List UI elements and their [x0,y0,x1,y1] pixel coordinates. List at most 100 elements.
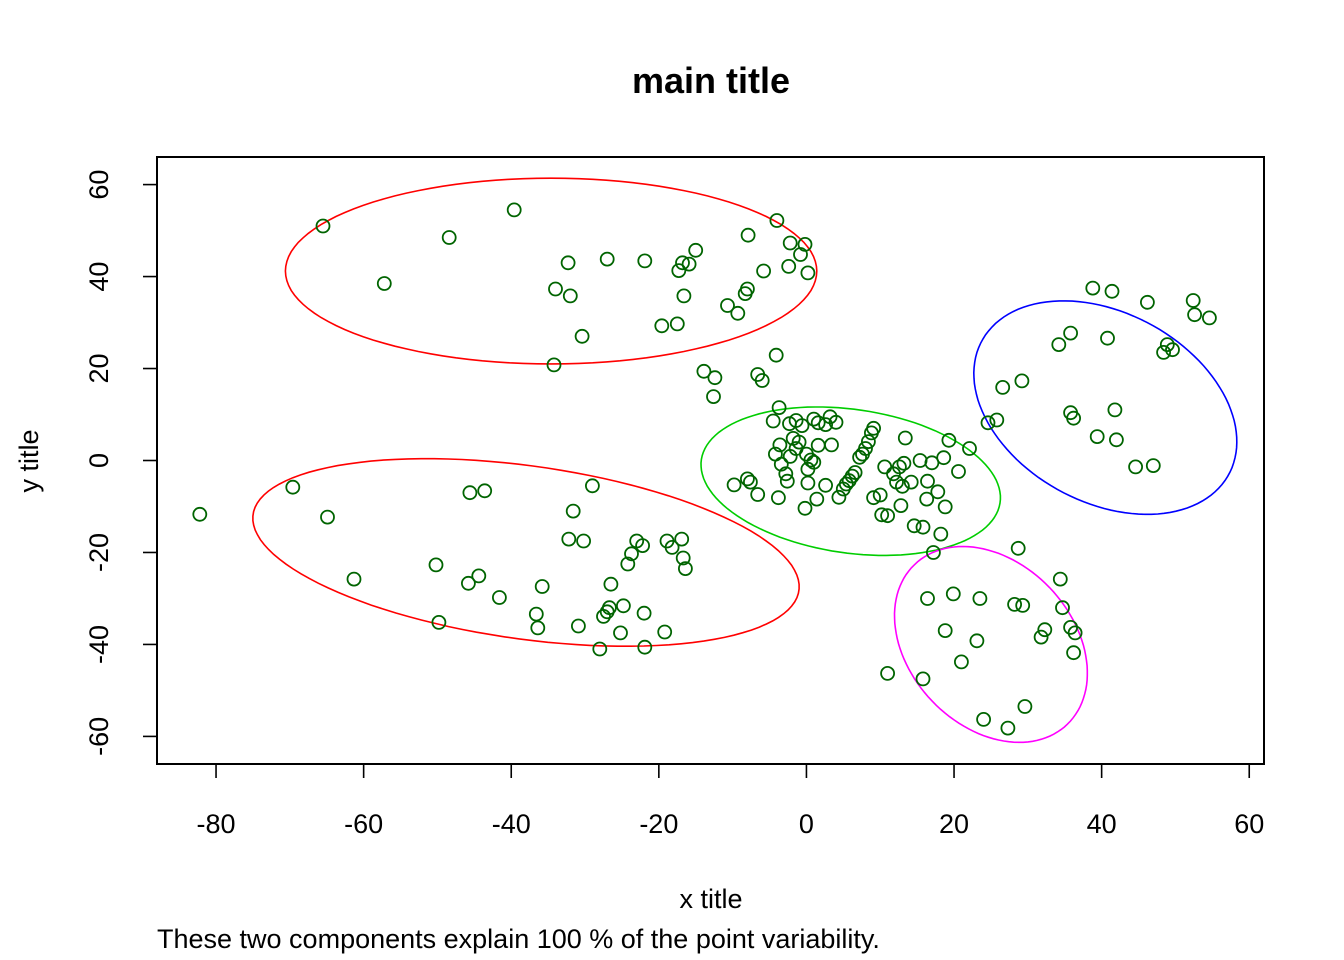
data-point [797,236,813,252]
y-axis-title: y title [14,429,44,492]
data-point [866,420,881,436]
data-point [431,615,447,630]
data-point [285,479,301,495]
data-point [546,357,562,373]
data-point [769,213,785,228]
data-point [866,490,881,506]
data-point [1185,293,1201,308]
data-point [1014,373,1030,389]
data-point [896,455,912,471]
x-tick-label: 60 [1234,809,1264,839]
data-point [893,498,909,514]
data-point [906,518,922,534]
data-point [1156,344,1171,360]
data-point [930,484,946,500]
data-point [726,477,742,493]
data-point [772,437,788,453]
data-point [1055,600,1070,616]
data-point [874,507,890,523]
data-point [1140,294,1155,310]
data-point [791,434,807,450]
data-point [831,489,847,505]
data-point [1066,410,1081,426]
data-point [740,471,755,487]
data-point [678,561,693,576]
data-point [740,227,756,243]
y-tick-label: 0 [84,453,114,468]
data-point [548,281,563,297]
data-point [376,276,392,291]
data-point [915,671,931,687]
data-point [460,575,476,591]
data-point [676,288,692,304]
data-point [797,500,813,516]
data-point [561,531,577,547]
data-point [707,370,723,386]
data-point [462,485,478,501]
data-point [1085,280,1101,296]
data-point [688,242,704,258]
data-point [1187,307,1202,323]
data-point [675,550,691,566]
x-tick-label: 0 [799,809,814,839]
data-point [750,487,766,502]
plot-frame [156,156,1265,765]
x-axis-title: x title [679,884,742,914]
data-point [491,590,507,605]
data-point [880,508,895,524]
data-point [951,464,966,479]
data-point [730,305,746,321]
data-point [954,654,969,670]
data-point [818,477,833,493]
data-point [477,483,493,499]
y-tick-label: 40 [84,262,114,292]
x-tick-label: -20 [639,809,678,839]
data-point [824,437,839,453]
data-point [937,499,953,515]
data-point [771,490,786,506]
y-axis: -60 -40 -20 0 20 40 60 [84,170,158,756]
data-point [969,633,985,649]
data-point [1033,629,1049,645]
data-point [562,288,578,304]
data-point [919,491,935,507]
data-point [1017,699,1033,714]
data-point [1037,622,1053,638]
data-point [912,453,928,468]
data-point [1010,540,1026,556]
data-point [995,379,1011,395]
data-point [920,591,935,606]
x-tick-label: 20 [939,809,969,839]
x-axis: -80 -60 -40 -20 0 20 40 60 [197,763,1264,839]
data-point [989,412,1005,428]
data-point [441,230,457,245]
cluster-ellipse-4 [972,300,1238,516]
data-point [585,478,600,494]
data-point [1015,598,1031,613]
data-point [756,263,771,279]
data-point [1067,625,1083,641]
data-point [861,434,876,450]
data-point [428,557,444,573]
data-point [962,441,977,456]
data-point [571,618,586,634]
data-point [696,363,712,379]
data-point [872,487,888,503]
data-point [858,441,873,456]
y-tick-label: -60 [84,717,114,756]
data-point [926,545,941,560]
data-point [806,454,822,470]
data-point [1007,597,1022,612]
data-point [664,540,680,555]
data-point [565,503,581,519]
data-point [681,256,697,272]
data-point [933,526,949,542]
data-point [1145,458,1161,474]
data-point [574,328,590,344]
cluster-ellipse-1 [284,177,818,365]
data-point [657,624,673,640]
data-point [743,474,758,490]
data-point [624,546,639,562]
data-point [880,666,895,681]
